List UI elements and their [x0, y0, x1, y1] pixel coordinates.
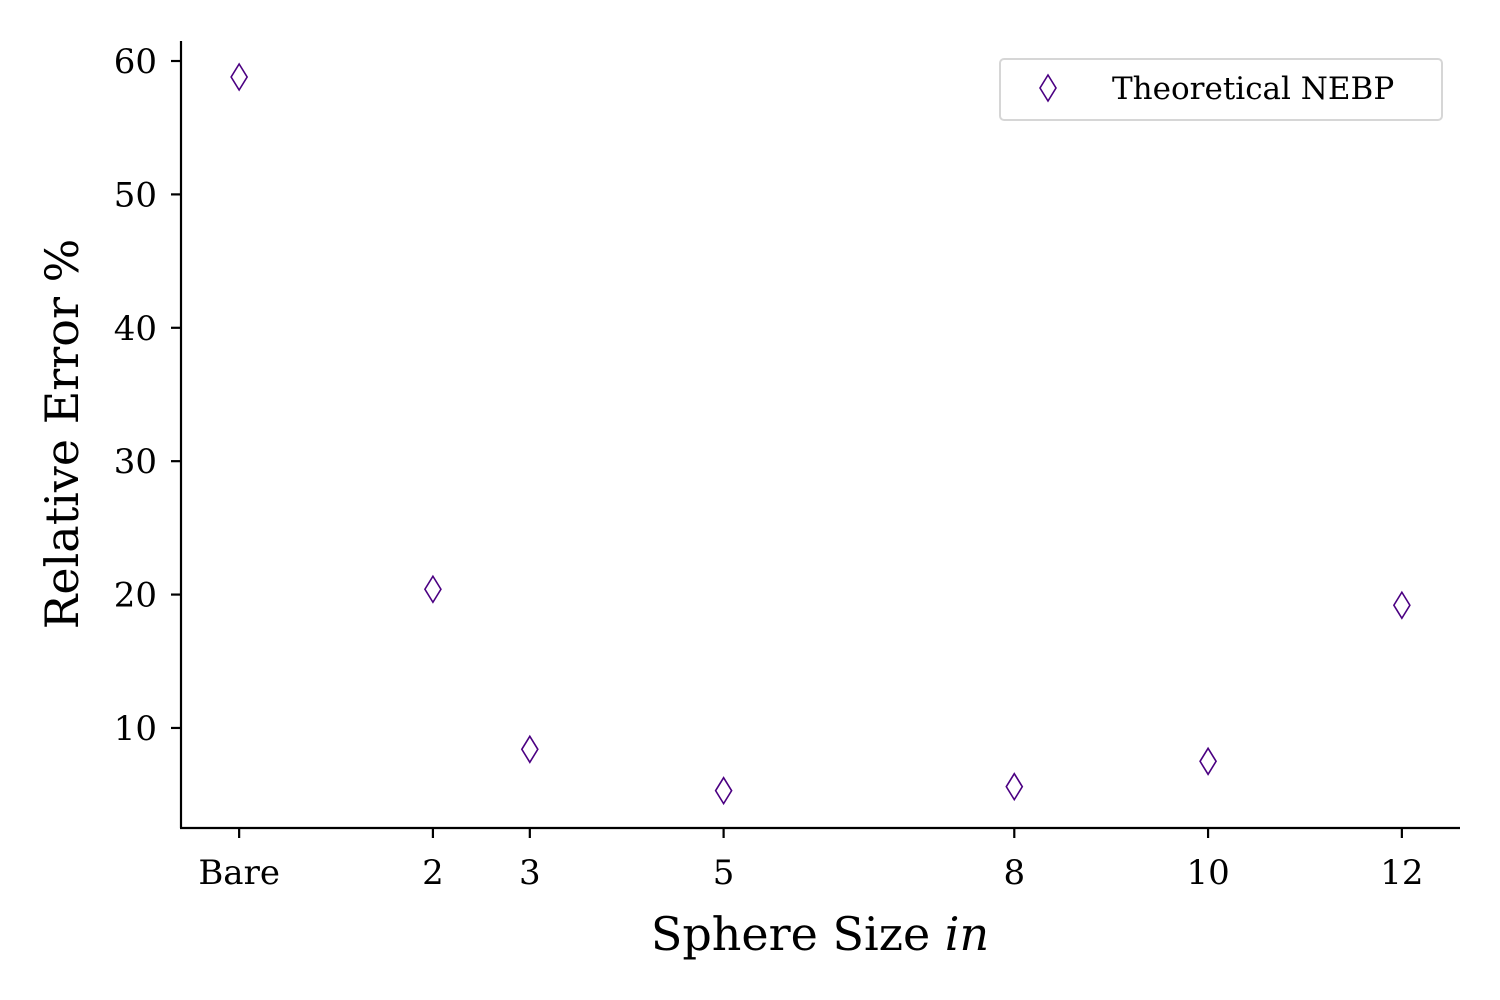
x-tick-label: 12	[1380, 853, 1423, 893]
data-point	[520, 734, 539, 764]
y-axis-title: Relative Error %	[35, 239, 89, 630]
y-axis-ticks: 10 20 30 40 50 60	[114, 42, 181, 749]
data-point	[423, 574, 442, 604]
y-tick-label: 40	[114, 309, 157, 349]
y-tick-label: 50	[114, 175, 157, 215]
x-tick-label: 5	[713, 853, 735, 893]
plot-area: 10 20 30 40 50 60 Bare 2 3 5 8 10 12	[114, 41, 1460, 893]
x-tick-label: 10	[1186, 853, 1229, 893]
data-point	[1392, 590, 1411, 620]
x-axis-title: Sphere Size in	[651, 907, 989, 961]
x-tick-label: Bare	[198, 853, 280, 893]
y-tick-label: 60	[114, 42, 157, 82]
legend-marker-icon	[1039, 73, 1057, 103]
x-axis-ticks: Bare 2 3 5 8 10 12	[198, 828, 1423, 893]
x-tick-label: 3	[519, 853, 541, 893]
x-axis-title-text: Sphere Size	[651, 907, 930, 961]
data-point	[230, 62, 249, 92]
data-points	[230, 62, 1411, 806]
legend-frame	[999, 58, 1443, 121]
data-point	[714, 776, 733, 806]
data-point	[1199, 746, 1218, 776]
y-tick-label: 30	[114, 442, 157, 482]
y-tick-label: 10	[114, 709, 157, 749]
x-axis-title-unit: in	[945, 907, 989, 961]
y-tick-label: 20	[114, 576, 157, 616]
x-tick-label: 8	[1003, 853, 1025, 893]
data-point	[1005, 772, 1024, 802]
legend: Theoretical NEBP	[999, 58, 1443, 121]
x-tick-label: 2	[422, 853, 444, 893]
legend-label: Theoretical NEBP	[1112, 71, 1394, 107]
